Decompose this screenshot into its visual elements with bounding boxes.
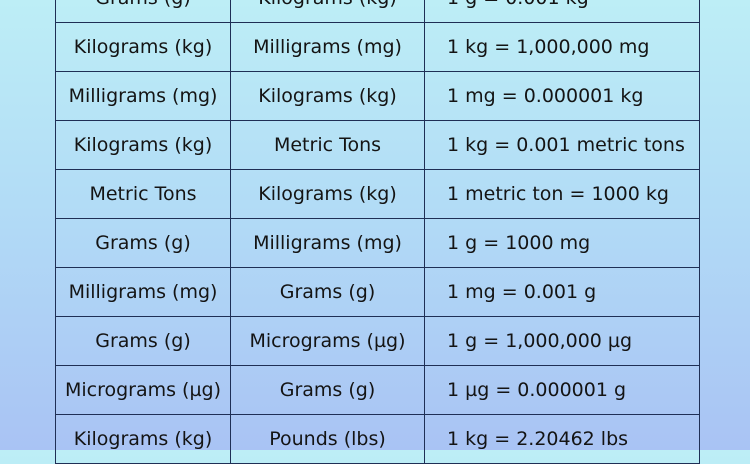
table-row: Micrograms (µg) Grams (g) 1 µg = 0.000001 … xyxy=(55,365,700,415)
table-row: Milligrams (mg) Kilograms (kg) 1 mg = 0.00… xyxy=(55,71,700,121)
table-body: Grams (g)Kilograms (kg)1 g = 0.001 kgKil… xyxy=(55,0,700,464)
table-cell: 1 µg = 0.000001 g xyxy=(424,365,700,415)
table-cell: 1 mg = 0.001 g xyxy=(424,267,700,317)
table-cell: 1 mg = 0.000001 kg xyxy=(424,71,700,121)
table-cell: 1 kg = 2.20462 lbs xyxy=(424,414,700,464)
table-cell: Grams (g) xyxy=(55,218,231,268)
table-cell: Grams (g) xyxy=(230,365,425,415)
table-cell: Kilograms (kg) xyxy=(230,0,425,23)
table-cell: Kilograms (kg) xyxy=(55,120,231,170)
table-cell: Milligrams (mg) xyxy=(230,22,425,72)
table-cell: Grams (g) xyxy=(55,0,231,23)
table-row: Kilograms (kg) Metric Tons 1 kg = 0.001 me… xyxy=(55,120,700,170)
table-cell: Milligrams (mg) xyxy=(230,218,425,268)
table-cell: Kilograms (kg) xyxy=(230,71,425,121)
table-row: Metric Tons Kilograms (kg) 1 metric ton = … xyxy=(55,169,700,219)
table-cell: Grams (g) xyxy=(230,267,425,317)
table-cell: Grams (g) xyxy=(55,316,231,366)
table-cell: Milligrams (mg) xyxy=(55,71,231,121)
table-cell: Metric Tons xyxy=(230,120,425,170)
table-cell: Milligrams (mg) xyxy=(55,267,231,317)
table-cell: 1 g = 0.001 kg xyxy=(424,0,700,23)
table-cell: Pounds (lbs) xyxy=(230,414,425,464)
conversion-table: Grams (g)Kilograms (kg)1 g = 0.001 kgKil… xyxy=(55,0,700,464)
table-cell: 1 g = 1000 mg xyxy=(424,218,700,268)
table-cell: Micrograms (µg) xyxy=(55,365,231,415)
table-row: Grams (g) Micrograms (µg) 1 g = 1,000,000 … xyxy=(55,316,700,366)
table-row: Kilograms (kg) Pounds (lbs) 1 kg = 2.20462… xyxy=(55,414,700,464)
table-cell: Kilograms (kg) xyxy=(55,414,231,464)
table-row: Grams (g) Milligrams (mg) 1 g = 1000 mg xyxy=(55,218,700,268)
table-cell: Metric Tons xyxy=(55,169,231,219)
table-cell: 1 kg = 1,000,000 mg xyxy=(424,22,700,72)
table-cell: Kilograms (kg) xyxy=(230,169,425,219)
table-row: Grams (g)Kilograms (kg)1 g = 0.001 kg xyxy=(55,0,700,23)
table-cell: 1 metric ton = 1000 kg xyxy=(424,169,700,219)
table-row: Kilograms (kg) Milligrams (mg) 1 kg = 1,00… xyxy=(55,22,700,72)
table-cell: 1 g = 1,000,000 µg xyxy=(424,316,700,366)
table-row: Milligrams (mg) Grams (g) 1 mg = 0.001 g xyxy=(55,267,700,317)
table-cell: Kilograms (kg) xyxy=(55,22,231,72)
table-cell: Micrograms (µg) xyxy=(230,316,425,366)
table-cell: 1 kg = 0.001 metric tons xyxy=(424,120,700,170)
